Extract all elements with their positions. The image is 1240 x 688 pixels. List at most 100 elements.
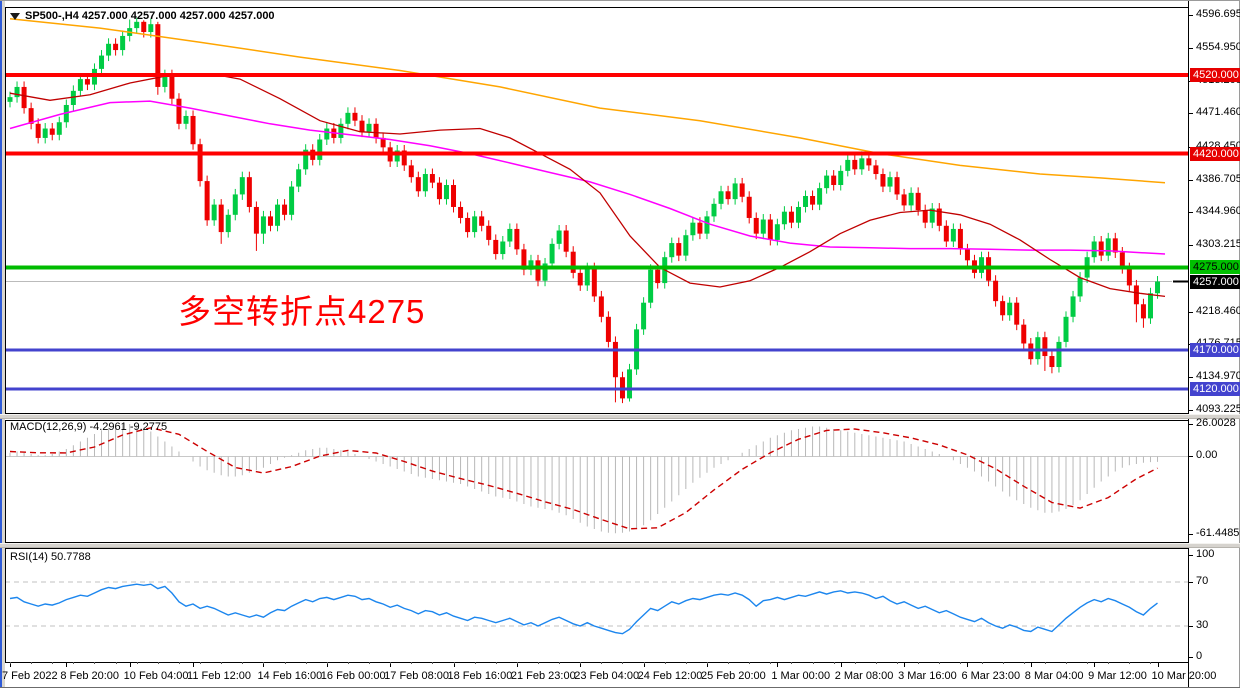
candle-body: [401, 150, 407, 166]
indicator-scale-label: 0.00: [1196, 449, 1218, 461]
candle-body: [324, 128, 330, 140]
candle-body: [7, 97, 13, 102]
candle-body: [225, 214, 231, 233]
candle-body: [500, 241, 506, 255]
candle-body: [1155, 281, 1161, 294]
candle-body: [845, 159, 851, 171]
candle-body: [479, 216, 485, 226]
candle-body: [260, 216, 266, 234]
price-axis-label: 4093.225: [1196, 402, 1240, 415]
candle-body: [253, 206, 259, 234]
window-left-border: [2, 1, 5, 688]
candle-body: [56, 122, 62, 135]
candle-body: [795, 206, 801, 223]
panel-frame-0: [5, 7, 1189, 414]
time-axis-label: 21 Feb 23:00: [510, 670, 576, 682]
candle-body: [535, 260, 541, 281]
symbol-dropdown-icon[interactable]: [10, 12, 20, 20]
candle-body: [99, 55, 105, 69]
candle-body: [443, 185, 449, 200]
candle-body: [1147, 293, 1153, 319]
candle-body: [1063, 316, 1069, 342]
candle-body: [148, 24, 154, 33]
candle-body: [21, 86, 27, 109]
panel-splitter-rsi[interactable]: [0, 543, 1240, 548]
candle-body: [1056, 341, 1062, 368]
candle-body: [35, 123, 41, 138]
candle-body: [1098, 241, 1104, 256]
candle-body: [373, 123, 379, 138]
time-axis-label: 6 Mar 23:00: [961, 670, 1021, 682]
candle-body: [218, 204, 224, 233]
candle-body: [296, 169, 302, 187]
candle-body: [1091, 241, 1097, 258]
candle-body: [732, 183, 738, 200]
price-axis-label: 4471.460: [1196, 106, 1240, 119]
candle-body: [507, 228, 513, 242]
candle-body: [901, 194, 907, 206]
window-left-accent: [0, 1, 2, 688]
candle-body: [1042, 337, 1048, 357]
time-axis-label: 17 Feb 08:00: [384, 670, 449, 682]
candle-body: [162, 75, 168, 87]
candle-body: [556, 230, 562, 244]
candle-body: [436, 182, 442, 200]
candle-body: [591, 268, 597, 297]
candle-body: [42, 128, 48, 138]
candle-body: [746, 196, 752, 218]
candle-body: [14, 86, 20, 98]
candle-body: [77, 79, 83, 91]
candle-body: [774, 224, 780, 240]
candle-body: [84, 79, 90, 85]
candle-body: [113, 43, 119, 51]
candle-body: [317, 139, 323, 160]
candle-body: [352, 112, 358, 121]
candle-body: [824, 175, 830, 189]
candle-body: [648, 269, 654, 303]
candle-body: [810, 195, 816, 205]
candle-body: [176, 98, 182, 124]
candle-body: [472, 216, 478, 233]
time-axis-label: 16 Feb 00:00: [320, 670, 386, 682]
candle-body: [993, 280, 999, 302]
candle-body: [429, 174, 435, 183]
candle-body: [711, 203, 717, 217]
candle-body: [979, 257, 985, 273]
indicator-scale-label: 100: [1196, 548, 1215, 560]
candle-body: [415, 177, 421, 192]
candle-body: [1035, 337, 1041, 360]
candle-body: [1000, 301, 1006, 316]
time-axis-label: 18 Feb 16:00: [447, 670, 513, 682]
ma-orange-line: [9, 17, 1166, 184]
candle-body: [521, 249, 527, 270]
candle-body: [542, 263, 548, 281]
candle-body: [70, 90, 76, 105]
time-axis-label: 8 Feb 20:00: [60, 670, 120, 682]
ma-magenta-line: [9, 100, 1166, 255]
candle-body: [1007, 302, 1013, 316]
candle-body: [1070, 296, 1076, 317]
time-axis-label: 9 Mar 12:00: [1088, 670, 1147, 682]
candle-body: [239, 177, 245, 195]
candle-body: [338, 123, 344, 138]
candle-body: [725, 191, 731, 200]
candle-body: [627, 369, 633, 399]
candle-body: [49, 128, 55, 135]
candle-body: [134, 21, 140, 29]
panel-splitter-macd[interactable]: [0, 414, 1240, 419]
candle-body: [183, 115, 189, 124]
price-badge-4275: 4275.000: [1190, 260, 1240, 275]
candle-body: [838, 170, 844, 186]
candle-body: [929, 208, 935, 223]
panel-frame-1: [5, 420, 1189, 543]
candle-body: [831, 175, 837, 186]
price-axis-label: 4554.950: [1196, 40, 1240, 53]
candle-body: [612, 341, 618, 378]
candle-body: [549, 243, 555, 264]
candle-body: [605, 316, 611, 342]
indicator-scale-label: 70: [1196, 575, 1209, 587]
candle-body: [584, 268, 590, 286]
candle-body: [676, 243, 682, 256]
candle-body: [760, 219, 766, 234]
